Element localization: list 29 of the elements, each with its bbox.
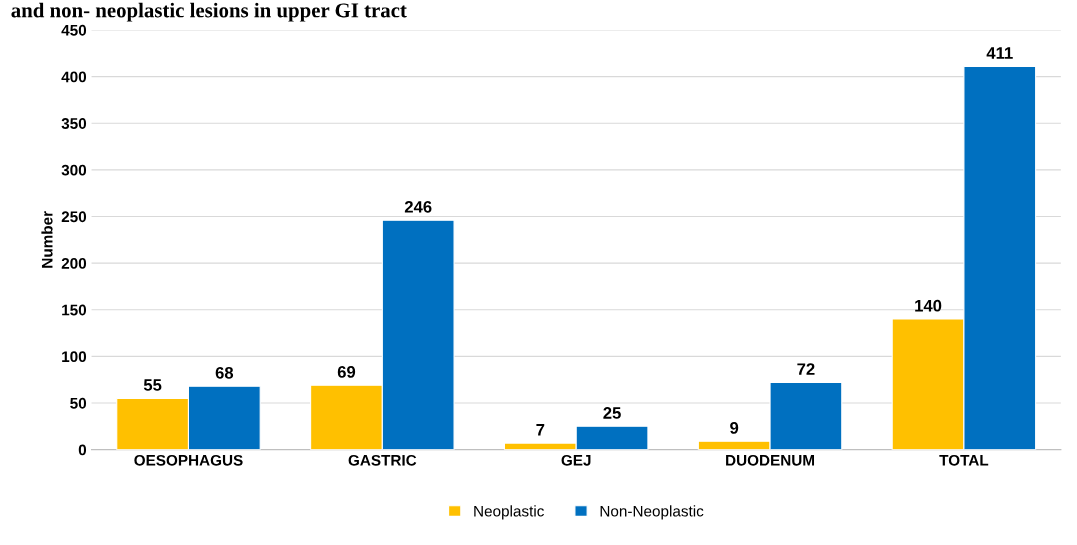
y-tick-label: 0 <box>78 444 87 456</box>
y-tick-label: 200 <box>61 257 87 269</box>
y-tick-label: 250 <box>61 211 87 223</box>
x-tick-label: GASTRIC <box>348 454 417 466</box>
y-tick-label: 350 <box>61 118 87 129</box>
data-label: 55 <box>143 379 162 391</box>
data-label: 68 <box>215 366 234 379</box>
legend-label: Non-Neoplastic <box>600 505 704 520</box>
y-axis-title: Number <box>41 211 53 268</box>
data-label: 7 <box>536 424 545 436</box>
y-tick-label: 400 <box>61 71 87 83</box>
chart-title: and non- neoplastic lesions in upper GI tract <box>11 2 407 22</box>
y-tick-label: 100 <box>62 351 87 363</box>
data-label: 69 <box>337 366 356 378</box>
x-tick-label: DUODENUM <box>726 454 815 466</box>
data-label: 72 <box>797 363 815 375</box>
data-label: 140 <box>915 299 942 312</box>
y-tick-label: 450 <box>61 24 87 36</box>
x-tick-label: OESOPHAGUS <box>134 454 243 466</box>
data-label: 9 <box>730 421 739 434</box>
x-tick-label: GEJ <box>561 454 591 466</box>
data-label: 246 <box>404 200 432 213</box>
data-label: 25 <box>603 407 621 419</box>
y-tick-label: 50 <box>70 397 87 409</box>
legend-label: Neoplastic <box>474 505 544 520</box>
x-tick-label: TOTAL <box>939 454 989 466</box>
y-tick-label: 150 <box>62 304 87 316</box>
data-label: 411 <box>986 47 1013 59</box>
y-tick-label: 300 <box>61 164 87 176</box>
